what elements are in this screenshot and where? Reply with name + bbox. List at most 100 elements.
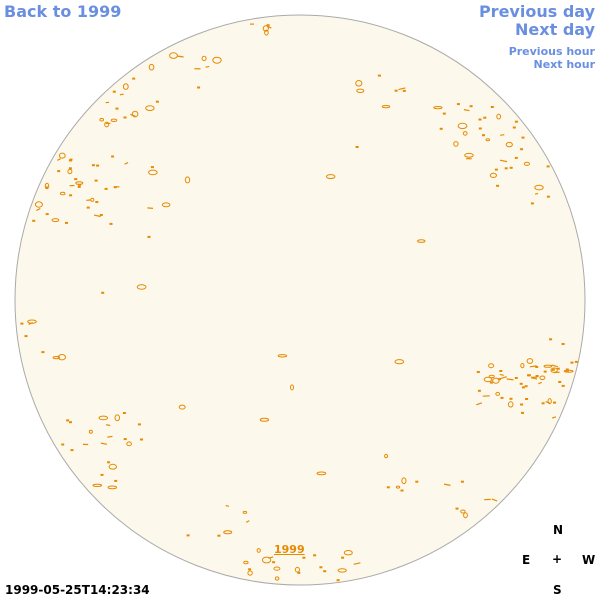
contour-mark: [70, 449, 74, 452]
contour-mark: [93, 214, 101, 218]
contour-mark: [355, 146, 359, 148]
contour-mark: [504, 167, 508, 170]
contour-mark: [290, 384, 294, 391]
contour-mark: [74, 178, 78, 181]
contour-mark: [490, 106, 494, 108]
previous-day-link[interactable]: Previous day: [478, 2, 595, 21]
contour-mark: [356, 88, 365, 94]
contour-mark: [111, 155, 115, 158]
contour-mark: [24, 335, 28, 338]
contour-mark: [520, 148, 524, 151]
contour-mark: [489, 172, 497, 178]
contour-mark: [525, 398, 529, 400]
contour-mark: [489, 381, 493, 384]
contour-mark: [509, 166, 513, 169]
contour-mark: [469, 105, 473, 108]
contour-mark: [178, 404, 186, 410]
contour-mark: [325, 174, 336, 180]
contour-mark: [161, 202, 171, 208]
contour-mark: [464, 152, 474, 158]
contour-mark: [384, 453, 389, 459]
contour-mark: [460, 509, 466, 514]
contour-mark: [549, 338, 553, 341]
contour-mark: [61, 443, 65, 446]
contour-mark: [45, 213, 49, 216]
back-to-year-link[interactable]: Back to 1999: [4, 2, 122, 21]
contour-mark: [223, 530, 233, 535]
contour-mark: [119, 93, 124, 96]
contour-mark: [261, 556, 272, 564]
contour-mark: [88, 429, 93, 434]
contour-mark: [27, 319, 37, 324]
contour-mark: [92, 483, 103, 487]
contour-mark: [107, 485, 118, 490]
contour-mark: [225, 505, 230, 507]
contour-mark: [353, 562, 361, 565]
next-hour-link[interactable]: Next hour: [533, 58, 596, 71]
contour-mark: [99, 214, 103, 216]
contour-mark: [496, 113, 502, 120]
contour-mark: [507, 401, 514, 408]
contour-mark: [561, 343, 565, 345]
contour-mark: [509, 397, 513, 400]
contour-mark: [148, 169, 158, 176]
contour-mark: [541, 402, 545, 405]
contour-mark: [506, 378, 514, 381]
contour-mark: [492, 377, 500, 384]
contour-mark: [394, 359, 405, 365]
contour-mark: [521, 411, 524, 414]
contour-mark: [455, 507, 459, 510]
contour-mark: [439, 127, 443, 130]
contour-mark: [109, 222, 113, 225]
contour-mark: [543, 364, 553, 368]
contour-mark: [524, 385, 528, 388]
previous-hour-link[interactable]: Previous hour: [508, 45, 595, 58]
contour-mark: [520, 363, 525, 369]
contour-mark: [482, 134, 485, 137]
contour-mark: [36, 208, 41, 212]
contour-mark: [90, 197, 95, 202]
contour-mark: [94, 179, 98, 182]
contour-mark: [514, 156, 518, 159]
contour-mark: [256, 548, 261, 553]
next-day-link[interactable]: Next day: [515, 20, 595, 39]
contour-mark: [496, 184, 500, 187]
contour-mark: [394, 89, 398, 92]
contour-mark: [494, 168, 498, 171]
contour-mark: [457, 122, 468, 130]
contour-mark: [137, 423, 141, 426]
contour-mark: [551, 416, 557, 419]
contour-mark: [381, 105, 391, 109]
contour-mark: [115, 107, 119, 110]
year-link[interactable]: 1999: [274, 543, 305, 556]
contour-mark: [101, 291, 105, 294]
contour-mark: [95, 201, 99, 203]
contour-mark: [297, 571, 301, 574]
contour-mark: [57, 354, 67, 361]
contour-mark: [514, 377, 518, 379]
contour-mark: [558, 381, 562, 383]
contour-mark: [69, 194, 73, 197]
contour-mark: [462, 131, 468, 136]
contour-mark: [417, 239, 426, 243]
contour-mark: [534, 184, 544, 191]
contour-mark: [398, 87, 406, 91]
contour-mark: [100, 473, 104, 476]
contour-mark: [553, 401, 556, 404]
contour-mark: [123, 438, 127, 441]
contour-mark: [136, 284, 147, 290]
contour-mark: [69, 421, 72, 424]
contour-mark: [176, 55, 184, 58]
contour-mark: [463, 109, 470, 112]
contour-mark: [519, 382, 523, 385]
contour-mark: [453, 141, 459, 147]
contour-mark: [245, 520, 250, 523]
contour-mark: [530, 202, 534, 205]
active-region-contours: [20, 23, 578, 582]
contour-mark: [59, 191, 66, 196]
contour-mark: [500, 396, 504, 399]
contour-mark: [514, 120, 518, 123]
contour-mark: [104, 121, 110, 128]
contour-mark: [500, 134, 505, 136]
contour-mark: [184, 176, 191, 184]
